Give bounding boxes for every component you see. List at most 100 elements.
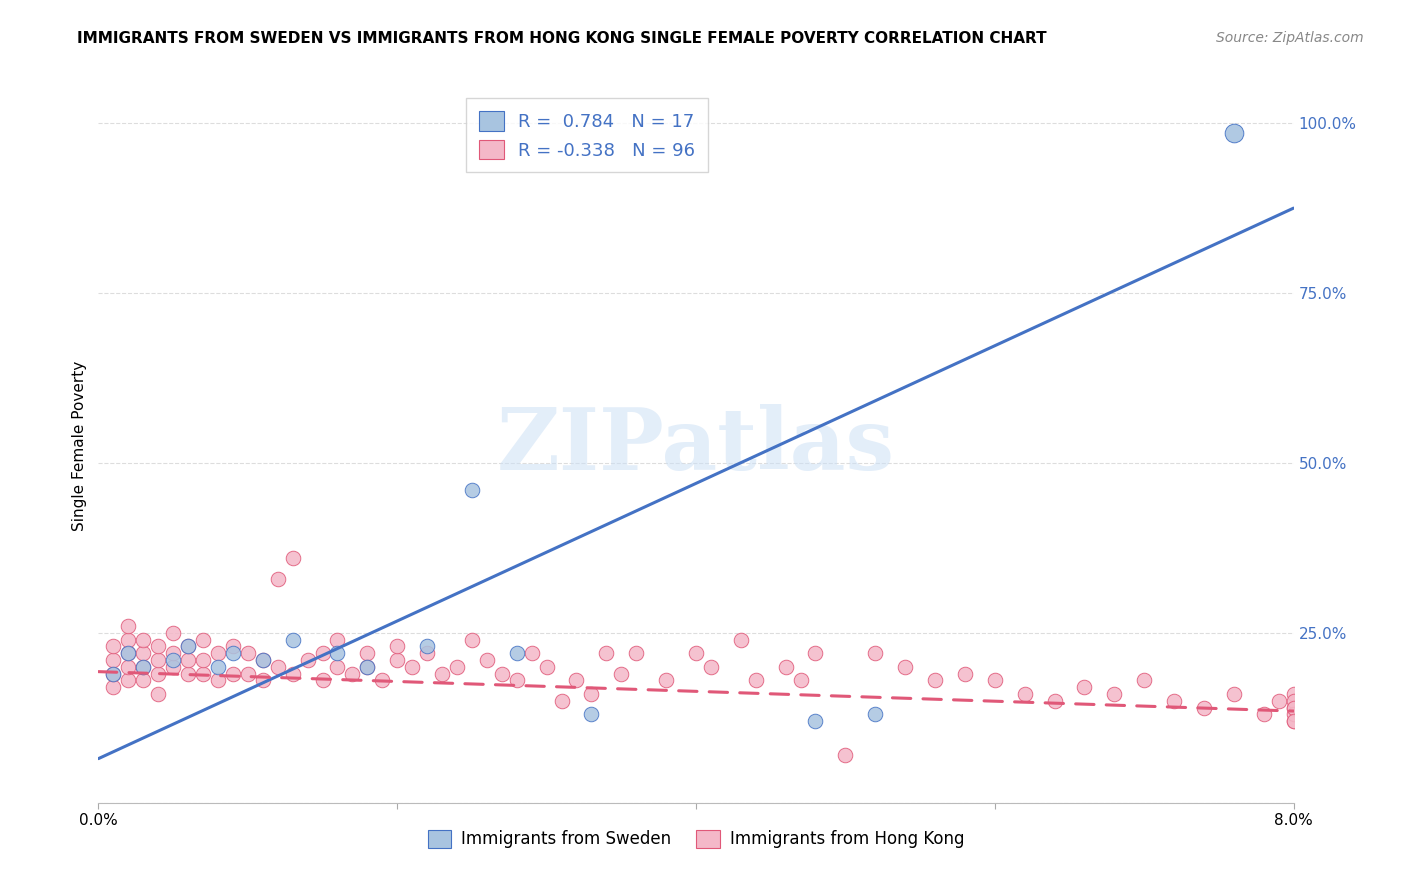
Point [103,666,125,681]
Point [177,640,200,654]
Point [1282,714,1305,729]
Point [550,694,572,708]
Point [222,666,245,681]
Point [984,673,1007,688]
Y-axis label: Single Female Poverty: Single Female Poverty [72,361,87,531]
Point [1282,707,1305,722]
Point [177,653,200,667]
Point [267,572,290,586]
Point [1282,694,1305,708]
Point [148,653,170,667]
Point [117,646,139,660]
Point [894,660,917,674]
Point [207,646,229,660]
Point [1267,694,1289,708]
Point [132,660,155,674]
Point [356,660,378,674]
Point [252,653,274,667]
Point [371,673,394,688]
Point [430,666,453,681]
Point [446,660,468,674]
Point [162,660,184,674]
Point [281,632,304,647]
Point [581,707,603,722]
Point [132,646,155,660]
Point [536,660,558,674]
Point [222,646,245,660]
Point [1282,714,1305,729]
Point [745,673,768,688]
Point [595,646,617,660]
Point [1223,687,1246,701]
Point [1192,700,1215,714]
Point [1223,127,1246,141]
Point [117,646,139,660]
Point [103,653,125,667]
Point [207,673,229,688]
Point [1133,673,1156,688]
Point [103,666,125,681]
Point [342,666,364,681]
Point [1282,687,1305,701]
Point [191,666,214,681]
Point [148,666,170,681]
Text: IMMIGRANTS FROM SWEDEN VS IMMIGRANTS FROM HONG KONG SINGLE FEMALE POVERTY CORREL: IMMIGRANTS FROM SWEDEN VS IMMIGRANTS FRO… [77,31,1047,46]
Point [953,666,976,681]
Point [191,653,214,667]
Point [132,673,155,688]
Point [401,660,423,674]
Point [804,714,827,729]
Point [775,660,797,674]
Point [117,619,139,633]
Point [177,640,200,654]
Point [491,666,513,681]
Point [385,640,409,654]
Point [117,660,139,674]
Point [924,673,946,688]
Point [506,673,529,688]
Point [565,673,588,688]
Point [132,660,155,674]
Point [326,660,349,674]
Point [177,666,200,681]
Point [326,646,349,660]
Text: ZIPatlas: ZIPatlas [496,404,896,488]
Point [1253,707,1275,722]
Point [865,646,887,660]
Point [148,687,170,701]
Point [326,632,349,647]
Point [461,483,484,498]
Point [520,646,543,660]
Point [148,640,170,654]
Point [103,680,125,694]
Point [610,666,633,681]
Point [416,640,439,654]
Point [207,660,229,674]
Point [1282,700,1305,714]
Text: Source: ZipAtlas.com: Source: ZipAtlas.com [1216,31,1364,45]
Point [685,646,707,660]
Point [132,632,155,647]
Point [1073,680,1095,694]
Point [117,632,139,647]
Point [385,653,409,667]
Point [103,640,125,654]
Point [1282,700,1305,714]
Point [252,673,274,688]
Point [281,666,304,681]
Point [804,646,827,660]
Point [700,660,723,674]
Point [236,646,259,660]
Legend: Immigrants from Sweden, Immigrants from Hong Kong: Immigrants from Sweden, Immigrants from … [422,823,970,855]
Point [356,646,378,660]
Point [281,551,304,566]
Point [1163,694,1185,708]
Point [506,646,529,660]
Point [834,748,856,763]
Point [1104,687,1126,701]
Point [461,632,484,647]
Point [252,653,274,667]
Point [475,653,498,667]
Point [865,707,887,722]
Point [236,666,259,681]
